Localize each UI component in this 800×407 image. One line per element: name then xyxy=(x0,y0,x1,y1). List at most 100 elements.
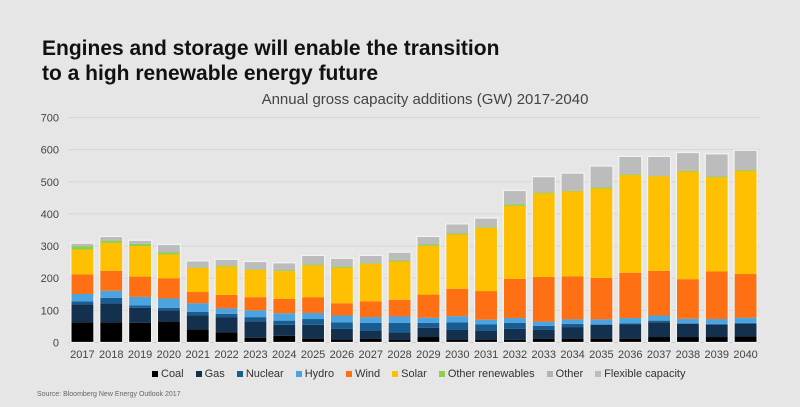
bar-segment-gas xyxy=(359,330,383,339)
x-tick-label: 2017 xyxy=(70,349,94,361)
bar-segment-wind xyxy=(532,276,556,322)
x-tick-label: 2020 xyxy=(157,349,181,361)
bar-segment-gas xyxy=(330,328,354,340)
bar-segment-gas xyxy=(70,304,94,323)
bar-outline xyxy=(704,153,729,344)
bar-segment-nuclear xyxy=(618,323,642,325)
bar-segment-other-renewables xyxy=(215,265,239,267)
bar-segment-coal xyxy=(503,339,527,343)
bar-segment-wind xyxy=(618,272,642,319)
bar-segment-flexible-capacity xyxy=(330,258,354,267)
x-tick-label: 2021 xyxy=(186,349,210,361)
x-tick-label: 2018 xyxy=(99,349,123,361)
gridlines xyxy=(68,117,760,343)
headline-line-1: Engines and storage will enable the tran… xyxy=(42,37,500,60)
bar-segment-hydro xyxy=(532,321,556,326)
bar-segment-gas xyxy=(99,303,123,323)
legend-label: Other renewables xyxy=(447,368,535,380)
bar-segment-coal xyxy=(301,338,325,343)
bar-segment-nuclear xyxy=(186,311,210,316)
bar-segment-other-renewables xyxy=(70,246,94,250)
y-axis-ticks: 0 100 200 300 400 500 600 700 xyxy=(41,113,59,350)
bar-stack-2027 xyxy=(358,254,383,344)
bar-segment-solar xyxy=(589,188,613,278)
bar-segment-coal xyxy=(330,339,354,343)
bar-segment-gas xyxy=(705,324,729,338)
headline-line-2: to a high renewable energy future xyxy=(42,62,379,85)
legend-item-flexible-capacity: Flexible capacity xyxy=(595,368,685,380)
bar-segment-nuclear xyxy=(416,322,440,328)
legend-swatch xyxy=(438,371,445,377)
bar-segment-coal xyxy=(388,339,412,343)
legend-label: Gas xyxy=(204,368,225,380)
bar-segment-gas xyxy=(445,329,469,340)
bar-segment-flexible-capacity xyxy=(359,255,383,264)
bar-segment-nuclear xyxy=(272,320,296,325)
y-tick-label: 700 xyxy=(41,113,59,125)
bar-outline xyxy=(70,242,95,344)
bar-segment-coal xyxy=(186,329,210,343)
bar-stack-2025 xyxy=(300,254,326,344)
bar-outline xyxy=(127,239,153,344)
bar-segment-other-renewables xyxy=(330,266,354,268)
bar-segment-solar xyxy=(70,249,94,275)
bar-segment-hydro xyxy=(474,319,498,325)
bar-segment-gas xyxy=(128,307,152,323)
bar-segment-nuclear xyxy=(561,323,585,328)
bar-segment-solar xyxy=(99,242,123,271)
bar-segment-nuclear xyxy=(503,322,527,329)
y-tick-label: 400 xyxy=(41,209,59,221)
chart-title: Annual gross capacity additions (GW) 201… xyxy=(261,91,589,108)
bar-segment-gas xyxy=(243,321,267,338)
legend-swatch xyxy=(236,371,243,377)
bar-segment-other-renewables xyxy=(503,204,527,206)
bar-segment-wind xyxy=(301,297,325,313)
bar-stack-2028 xyxy=(387,251,412,344)
bar-segment-wind xyxy=(561,276,585,320)
bar-segment-flexible-capacity xyxy=(215,259,239,266)
bar-segment-nuclear xyxy=(330,322,354,329)
bar-segment-coal xyxy=(128,322,152,343)
bar-segment-hydro xyxy=(330,315,354,323)
bar-outline xyxy=(646,155,672,344)
bar-stack-2032 xyxy=(502,189,528,344)
bar-segment-hydro xyxy=(705,319,729,324)
x-tick-label: 2040 xyxy=(733,349,757,361)
x-tick-label: 2022 xyxy=(214,349,238,361)
legend-item-other-renewables: Other renewables xyxy=(438,368,535,380)
bar-outline xyxy=(675,151,701,344)
bar-outline xyxy=(502,189,528,344)
bar-segment-hydro xyxy=(70,293,94,302)
bar-segment-coal xyxy=(589,338,613,343)
bar-outline xyxy=(214,258,239,344)
bar-segment-flexible-capacity xyxy=(416,236,440,245)
bar-segment-solar xyxy=(272,271,296,299)
source-note: Source: Bloomberg New Energy Outlook 201… xyxy=(37,391,181,398)
bar-segment-coal xyxy=(243,337,267,343)
bar-segment-solar xyxy=(416,245,440,295)
x-tick-label: 2028 xyxy=(387,349,411,361)
bar-segment-other-renewables xyxy=(243,269,267,270)
x-tick-label: 2019 xyxy=(128,349,152,361)
bar-segment-wind xyxy=(589,277,613,320)
bar-segment-other-renewables xyxy=(128,243,152,247)
bar-segment-hydro xyxy=(561,319,585,324)
bar-stack-2040 xyxy=(733,149,758,344)
bar-segment-hydro xyxy=(618,318,642,324)
bar-stack-2020 xyxy=(156,243,182,344)
bar-segment-hydro xyxy=(359,317,383,323)
legend-item-other: Other xyxy=(546,368,583,380)
bar-segment-solar xyxy=(243,269,267,298)
headline: Engines and storage will enable the tran… xyxy=(42,36,602,86)
bar-segment-gas xyxy=(561,327,585,339)
bar-segment-nuclear xyxy=(243,317,267,322)
bar-segment-gas xyxy=(532,329,556,339)
bar-segment-hydro xyxy=(99,290,123,298)
bar-stack-2039 xyxy=(704,153,729,344)
bar-segment-flexible-capacity xyxy=(186,260,210,268)
bar-segment-wind xyxy=(388,299,412,317)
legend-item-gas: Gas xyxy=(195,368,225,380)
bar-outline xyxy=(387,251,412,344)
bar-segment-other-renewables xyxy=(99,240,123,243)
